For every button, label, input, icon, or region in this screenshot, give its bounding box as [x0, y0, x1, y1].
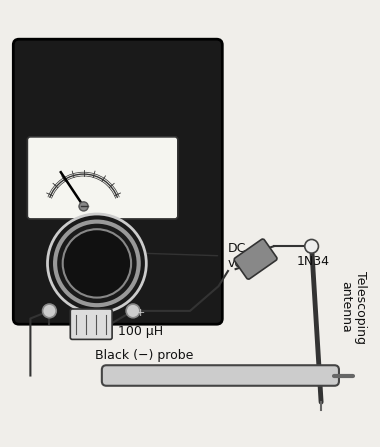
Circle shape: [43, 304, 56, 318]
FancyBboxPatch shape: [13, 39, 222, 324]
FancyBboxPatch shape: [234, 239, 277, 279]
FancyBboxPatch shape: [102, 365, 339, 386]
Text: 1N34: 1N34: [296, 255, 329, 268]
Circle shape: [48, 214, 146, 313]
FancyBboxPatch shape: [70, 309, 112, 339]
FancyBboxPatch shape: [27, 137, 178, 219]
Circle shape: [79, 202, 88, 211]
Text: 100 μH: 100 μH: [118, 325, 163, 338]
Text: Black (−) probe: Black (−) probe: [95, 349, 193, 362]
Text: +: +: [136, 308, 145, 318]
Circle shape: [63, 229, 131, 298]
Circle shape: [126, 304, 140, 318]
Circle shape: [305, 240, 318, 253]
Text: DC
volts: DC volts: [228, 242, 258, 270]
Text: Telescoping
antenna: Telescoping antenna: [339, 270, 367, 344]
